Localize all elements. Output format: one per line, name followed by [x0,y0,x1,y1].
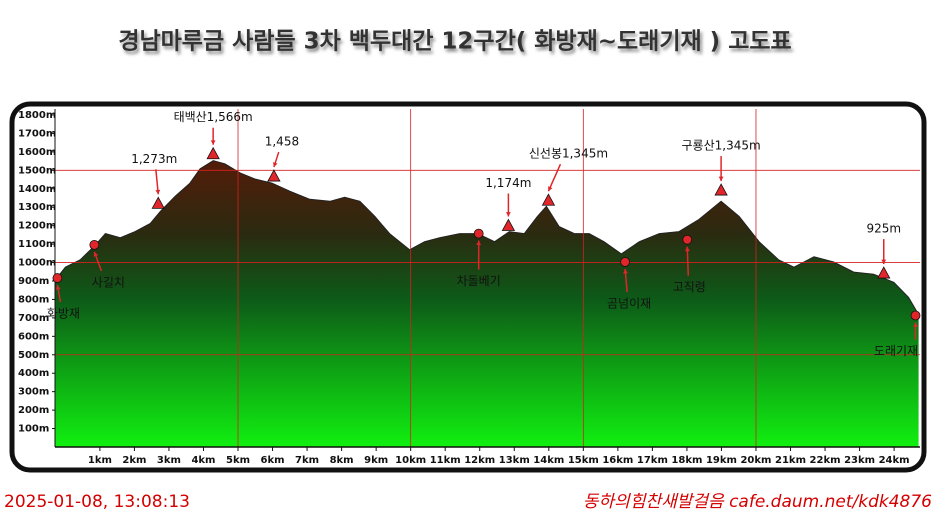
y-tick-label: 1300m [18,202,56,213]
plot: 100m 200m 300m 400m 500m 600m 700m 800m 900m 1000… [18,109,921,466]
y-tick-label: 100m [18,424,49,435]
x-tick-label: 22km [810,455,841,466]
x-tick-label: 20km [740,455,771,466]
y-tick-label: 800m [18,294,49,305]
y-tick-label: 1200m [18,221,56,232]
peak-marker [877,266,891,279]
place-marker [910,310,921,321]
x-tick-label: 5km [226,455,250,466]
x-tick-label: 4km [191,455,215,466]
y-tick-label: 1400m [18,184,56,195]
annotation-arrowhead [623,269,628,274]
x-tick-label: 3km [157,455,181,466]
annotation-arrowhead [476,240,482,245]
place-marker [620,257,631,267]
peak-label: 1,458 [265,135,299,149]
x-tick-label: 9km [364,455,388,466]
annotation-arrowhead [155,189,161,195]
peak-label: 1,273m [131,152,177,166]
annotation-arrow [547,163,562,192]
place-label: 사길치 [92,275,125,289]
x-tick-label: 17km [637,455,668,466]
place-marker [52,273,63,283]
elevation-area [55,160,919,447]
y-tick-label: 1600m [18,147,56,158]
peak-label: 구룡산1,345m [682,139,761,153]
x-tick-label: 15km [568,455,599,466]
y-tick-label: 700m [18,313,49,324]
x-tick-label: 2km [122,455,146,466]
x-tick-label: 21km [775,455,806,466]
annotation-arrowhead [505,212,511,217]
peak-label: 태백산1,566m [174,110,253,124]
x-tick-label: 24km [879,455,910,466]
place-label: 도래기재 [874,344,918,358]
place-label: 고직령 [673,280,706,294]
x-tick-label: 8km [330,455,354,466]
peak-marker [267,169,281,182]
annotation-arrowhead [55,285,61,290]
annotation-arrowhead [718,176,724,182]
peak-marker [206,146,220,160]
x-tick-label: 12km [464,455,495,466]
y-tick-label: 1500m [18,165,56,176]
x-tick-label: 23km [844,455,875,466]
y-tick-label: 1000m [18,258,56,269]
place-marker [473,228,484,239]
y-tick-label: 300m [18,387,49,398]
x-tick-label: 1km [88,455,112,466]
peak-label: 925m [866,222,901,236]
chart-title: 경남마루금 사람들 3차 백두대간 12구간( 화방재~도래기재 ) 고도표 [118,29,791,55]
annotation-arrowhead [913,322,918,327]
y-tick-label: 500m [18,350,49,361]
x-tick-label: 7km [295,455,319,466]
annotation-arrowhead [93,251,99,257]
x-tick-label: 18km [671,455,702,466]
annotation-arrowhead [881,259,887,265]
x-tick-label: 19km [706,455,737,466]
peak-marker [501,218,516,231]
place-label: 곰넘이재 [607,297,651,311]
peak-marker [541,193,556,206]
x-tick-label: 16km [602,455,633,466]
peak-marker [151,196,165,209]
y-tick-label: 1100m [18,239,56,250]
x-tick-label: 11km [430,455,461,466]
peak-marker [714,183,728,196]
x-tick-label: 10km [395,455,426,466]
annotation-arrowhead [548,186,553,192]
place-marker [682,234,693,245]
annotation-arrowhead [272,162,278,168]
footer-source: 동하의힘찬새발걸음 cafe.daum.net/kdk4876 [583,492,932,512]
x-tick-label: 13km [499,455,530,466]
footer-timestamp: 2025-01-08, 13:08:13 [4,492,190,512]
elevation-line [54,160,920,315]
y-tick-label: 200m [18,405,49,416]
y-tick-label: 1800m [18,110,56,121]
annotation-arrowhead [685,246,690,252]
x-tick-label: 14km [533,455,564,466]
y-tick-label: 600m [18,331,49,342]
y-tick-label: 400m [18,368,49,379]
place-label: 차돌베기 [457,274,501,288]
x-tick-label: 6km [261,455,285,466]
peak-label: 신선봉1,345m [529,147,608,161]
place-label: 화방재 [47,307,80,321]
annotation-arrow [686,246,690,276]
peak-label: 1,174m [485,176,531,190]
y-tick-label: 900m [18,276,49,287]
place-marker [89,239,100,250]
y-tick-label: 1700m [18,128,56,139]
annotation-arrowhead [210,140,216,145]
